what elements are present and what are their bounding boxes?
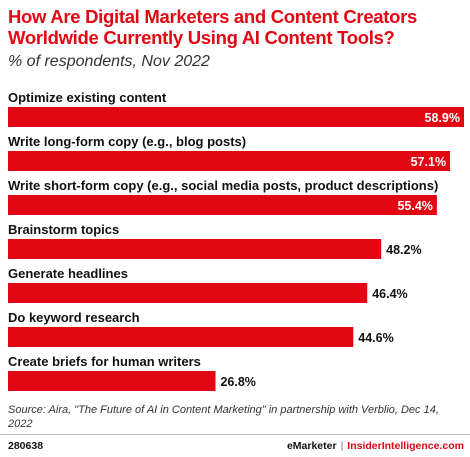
bar	[8, 151, 451, 171]
category-label: Brainstorm topics	[8, 222, 119, 237]
value-label: 48.2%	[386, 243, 421, 257]
bar	[8, 371, 216, 391]
chart-id: 280638	[8, 440, 44, 452]
category-label: Write short-form copy (e.g., social medi…	[8, 178, 438, 193]
chart-title: How Are Digital Marketers and Content Cr…	[8, 6, 418, 48]
category-label: Write long-form copy (e.g., blog posts)	[8, 134, 246, 149]
bar	[8, 239, 382, 259]
chart-subtitle: % of respondents, Nov 2022	[8, 53, 210, 70]
footer-credits: eMarketer | InsiderIntelligence.com	[287, 440, 464, 452]
category-label: Do keyword research	[8, 310, 140, 325]
bar	[8, 283, 368, 303]
value-label: 55.4%	[397, 199, 432, 213]
insider-intelligence-link[interactable]: InsiderIntelligence.com	[347, 440, 464, 452]
bar	[8, 107, 464, 127]
category-label: Generate headlines	[8, 266, 128, 281]
bar	[8, 195, 437, 215]
value-label: 44.6%	[358, 331, 393, 345]
value-label: 26.8%	[220, 375, 255, 389]
value-label: 57.1%	[411, 155, 446, 169]
bar	[8, 327, 354, 347]
emarketer-brand: eMarketer	[286, 440, 337, 452]
value-label: 46.4%	[372, 287, 407, 301]
category-label: Create briefs for human writers	[8, 354, 201, 369]
source-note: Source: Aira, "The Future of AI in Conte…	[8, 404, 439, 430]
footer-divider	[0, 434, 470, 435]
category-label: Optimize existing content	[8, 90, 167, 105]
bar-chart: Optimize existing content 58.9% Write long…	[8, 90, 464, 391]
brand-separator: |	[340, 440, 344, 452]
value-label: 58.9%	[425, 111, 460, 125]
